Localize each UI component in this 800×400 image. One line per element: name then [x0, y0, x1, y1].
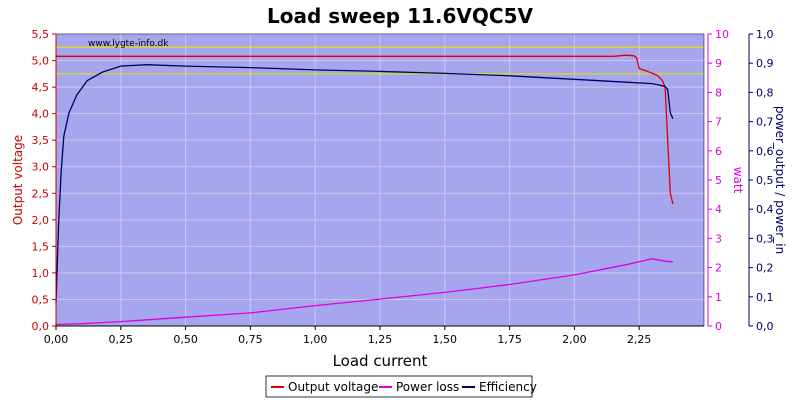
- legend-label-efficiency: Efficiency: [479, 380, 537, 394]
- right-watt-tick-label-6: 6: [715, 145, 722, 158]
- left-tick-label-0: 0,0: [32, 320, 50, 333]
- right-efficiency-tick-label-1: 0,1: [756, 291, 774, 304]
- left-tick-label-11: 5,5: [32, 28, 50, 41]
- left-tick-label-3: 1,5: [32, 240, 50, 253]
- right-watt-tick-label-2: 2: [715, 262, 722, 275]
- left-axis: 0,0 0,5 1,0 1,5 2,0 2,5 3,0 3,5 4,0 4,5 5,0 5,5: [32, 28, 57, 333]
- right-efficiency-tick-label-5: 0,5: [756, 174, 774, 187]
- right-watt-tick-label-3: 3: [715, 232, 722, 245]
- right-watt-tick-label-5: 5: [715, 174, 722, 187]
- x-axis: 0,00 0,25 0,50 0,75 1,00 1,25 1,50 1,75 2,00 2,25: [44, 325, 704, 346]
- left-tick-label-1: 0,5: [32, 293, 50, 306]
- right-watt-tick-label-10: 10: [715, 28, 729, 41]
- series-layer: [55, 54, 674, 326]
- x-tick-label-6: 1,50: [433, 333, 458, 346]
- legend: Output voltage Power loss Efficiency: [265, 375, 537, 398]
- legend-label-output-voltage: Output voltage: [288, 380, 378, 394]
- x-tick-label-3: 0,75: [238, 333, 263, 346]
- watermark-text: www.lygte-info.dk: [88, 39, 169, 49]
- y-axis-left-label: Output voltage: [11, 135, 25, 225]
- left-tick-label-2: 1,0: [32, 267, 50, 280]
- left-tick-label-10: 5,0: [32, 55, 50, 68]
- legend-label-power-loss: Power loss: [396, 380, 459, 394]
- series-line-output-voltage: [56, 54, 674, 205]
- y-axis-right-watt-label: watt: [731, 167, 745, 194]
- right-watt-tick-label-1: 1: [715, 291, 722, 304]
- x-tick-label-5: 1,25: [368, 333, 393, 346]
- left-tick-label-7: 3,5: [32, 134, 50, 147]
- x-tick-label-1: 0,25: [109, 333, 134, 346]
- right-efficiency-tick-label-8: 0,8: [756, 86, 774, 99]
- right-efficiency-tick-label-3: 0,3: [756, 232, 774, 245]
- right-efficiency-tick-label-4: 0,4: [756, 203, 774, 216]
- left-tick-label-4: 2,0: [32, 214, 50, 227]
- right-watt-tick-label-4: 4: [715, 203, 722, 216]
- x-tick-label-8: 2,00: [562, 333, 587, 346]
- right-efficiency-tick-label-7: 0,7: [756, 116, 774, 129]
- right-efficiency-tick-label-0: 0,0: [756, 320, 774, 333]
- x-tick-label-4: 1,00: [303, 333, 328, 346]
- right-watt-tick-label-7: 7: [715, 116, 722, 129]
- right-efficiency-tick-label-9: 0,9: [756, 57, 774, 70]
- x-tick-label-2: 0,50: [173, 333, 198, 346]
- legend-box: [265, 375, 533, 398]
- right-axis-efficiency: 0,0 0,1 0,2 0,3 0,4 0,5 0,6 0,7 0,8 0,9 1,0: [748, 28, 774, 333]
- right-watt-tick-label-9: 9: [715, 57, 722, 70]
- x-tick-label-9: 2,25: [627, 333, 652, 346]
- y-axis-right-efficiency-label: power_output / power_in: [773, 106, 787, 254]
- left-tick-label-8: 4,0: [32, 108, 50, 121]
- series-line-power-loss: [55, 258, 673, 326]
- right-watt-tick-label-0: 0: [715, 320, 722, 333]
- series-line-efficiency: [55, 64, 674, 303]
- right-efficiency-tick-label-2: 0,2: [756, 262, 774, 275]
- x-axis-label: Load current: [333, 352, 428, 370]
- right-efficiency-tick-label-10: 1,0: [756, 28, 774, 41]
- x-tick-label-0: 0,00: [44, 333, 69, 346]
- right-watt-tick-label-8: 8: [715, 86, 722, 99]
- chart-title: Load sweep 11.6VQC5V: [267, 4, 533, 28]
- left-tick-label-9: 4,5: [32, 81, 50, 94]
- x-tick-label-7: 1,75: [497, 333, 522, 346]
- left-tick-label-5: 2,5: [32, 187, 50, 200]
- right-efficiency-tick-label-6: 0,6: [756, 145, 774, 158]
- reference-lines: [56, 46, 704, 75]
- right-axis-watt: 0 1 2 3 4 5 6 7 8 9 10: [707, 28, 729, 333]
- left-tick-label-6: 3,0: [32, 161, 50, 174]
